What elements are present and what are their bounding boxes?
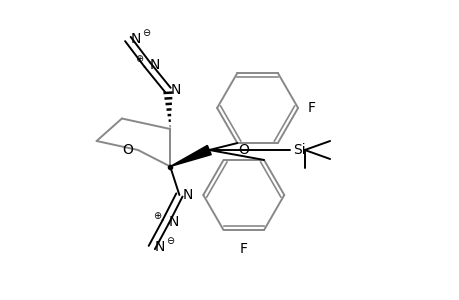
Text: ⊖: ⊖: [141, 28, 150, 38]
Text: N: N: [168, 215, 179, 229]
Text: ⊕: ⊕: [153, 211, 161, 221]
Text: F: F: [239, 242, 247, 256]
Text: N: N: [130, 32, 141, 46]
Text: N: N: [182, 188, 192, 202]
Text: ⊖: ⊖: [165, 236, 174, 247]
Text: O: O: [238, 143, 249, 157]
Text: N: N: [154, 241, 165, 254]
Text: F: F: [308, 101, 315, 115]
Text: N: N: [150, 58, 160, 71]
Text: O: O: [122, 143, 133, 157]
Text: N: N: [170, 83, 181, 97]
Polygon shape: [170, 146, 211, 167]
Text: Si: Si: [293, 143, 305, 157]
Text: ⊕: ⊕: [135, 53, 143, 64]
